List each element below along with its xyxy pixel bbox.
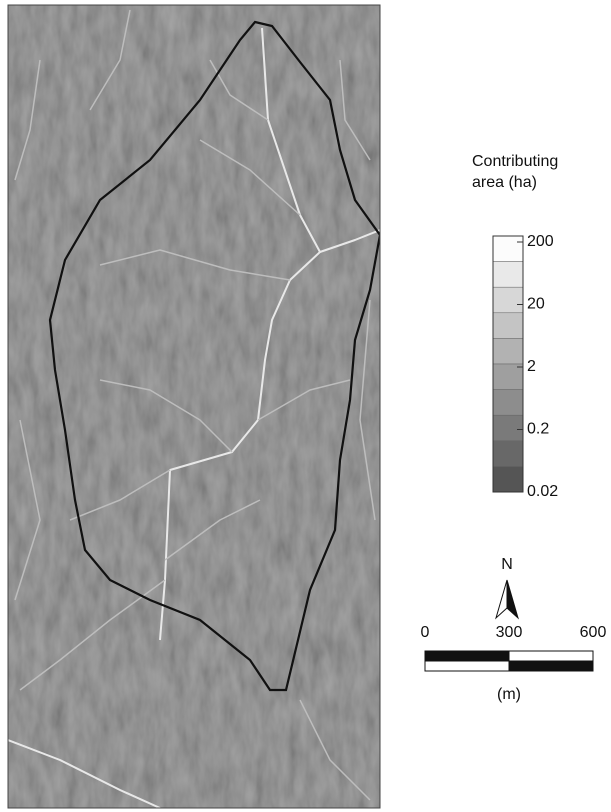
- legend-label: 0.02: [527, 483, 558, 500]
- legend-label: 0.2: [527, 421, 549, 438]
- scale-unit: (m): [497, 686, 521, 703]
- legend: 200 20 2 0.2 0.02: [493, 233, 558, 500]
- legend-swatch: [493, 466, 523, 492]
- legend-swatch: [493, 313, 523, 339]
- north-arrow: [496, 580, 518, 618]
- scale-bar: 0 300 600: [421, 624, 607, 671]
- terrain-map: [8, 5, 380, 808]
- legend-swatch: [493, 390, 523, 416]
- legend-title: area (ha): [472, 174, 537, 191]
- legend-swatch: [493, 338, 523, 364]
- legend-swatch: [493, 415, 523, 441]
- legend-swatch: [493, 441, 523, 467]
- legend-label: 2: [527, 358, 536, 375]
- scale-label: 300: [496, 624, 523, 641]
- legend-label: 20: [527, 296, 545, 313]
- legend-swatch: [493, 287, 523, 313]
- legend-title: Contributing: [472, 153, 558, 170]
- legend-swatch: [493, 262, 523, 288]
- north-label: N: [501, 556, 513, 573]
- legend-swatch: [493, 364, 523, 390]
- legend-swatch: [493, 236, 523, 262]
- legend-label: 200: [527, 233, 554, 250]
- scale-label: 600: [580, 624, 607, 641]
- scale-label: 0: [421, 624, 430, 641]
- figure: Contributing area (ha) 200 20 2 0.2 0.02 N 0…: [0, 0, 611, 812]
